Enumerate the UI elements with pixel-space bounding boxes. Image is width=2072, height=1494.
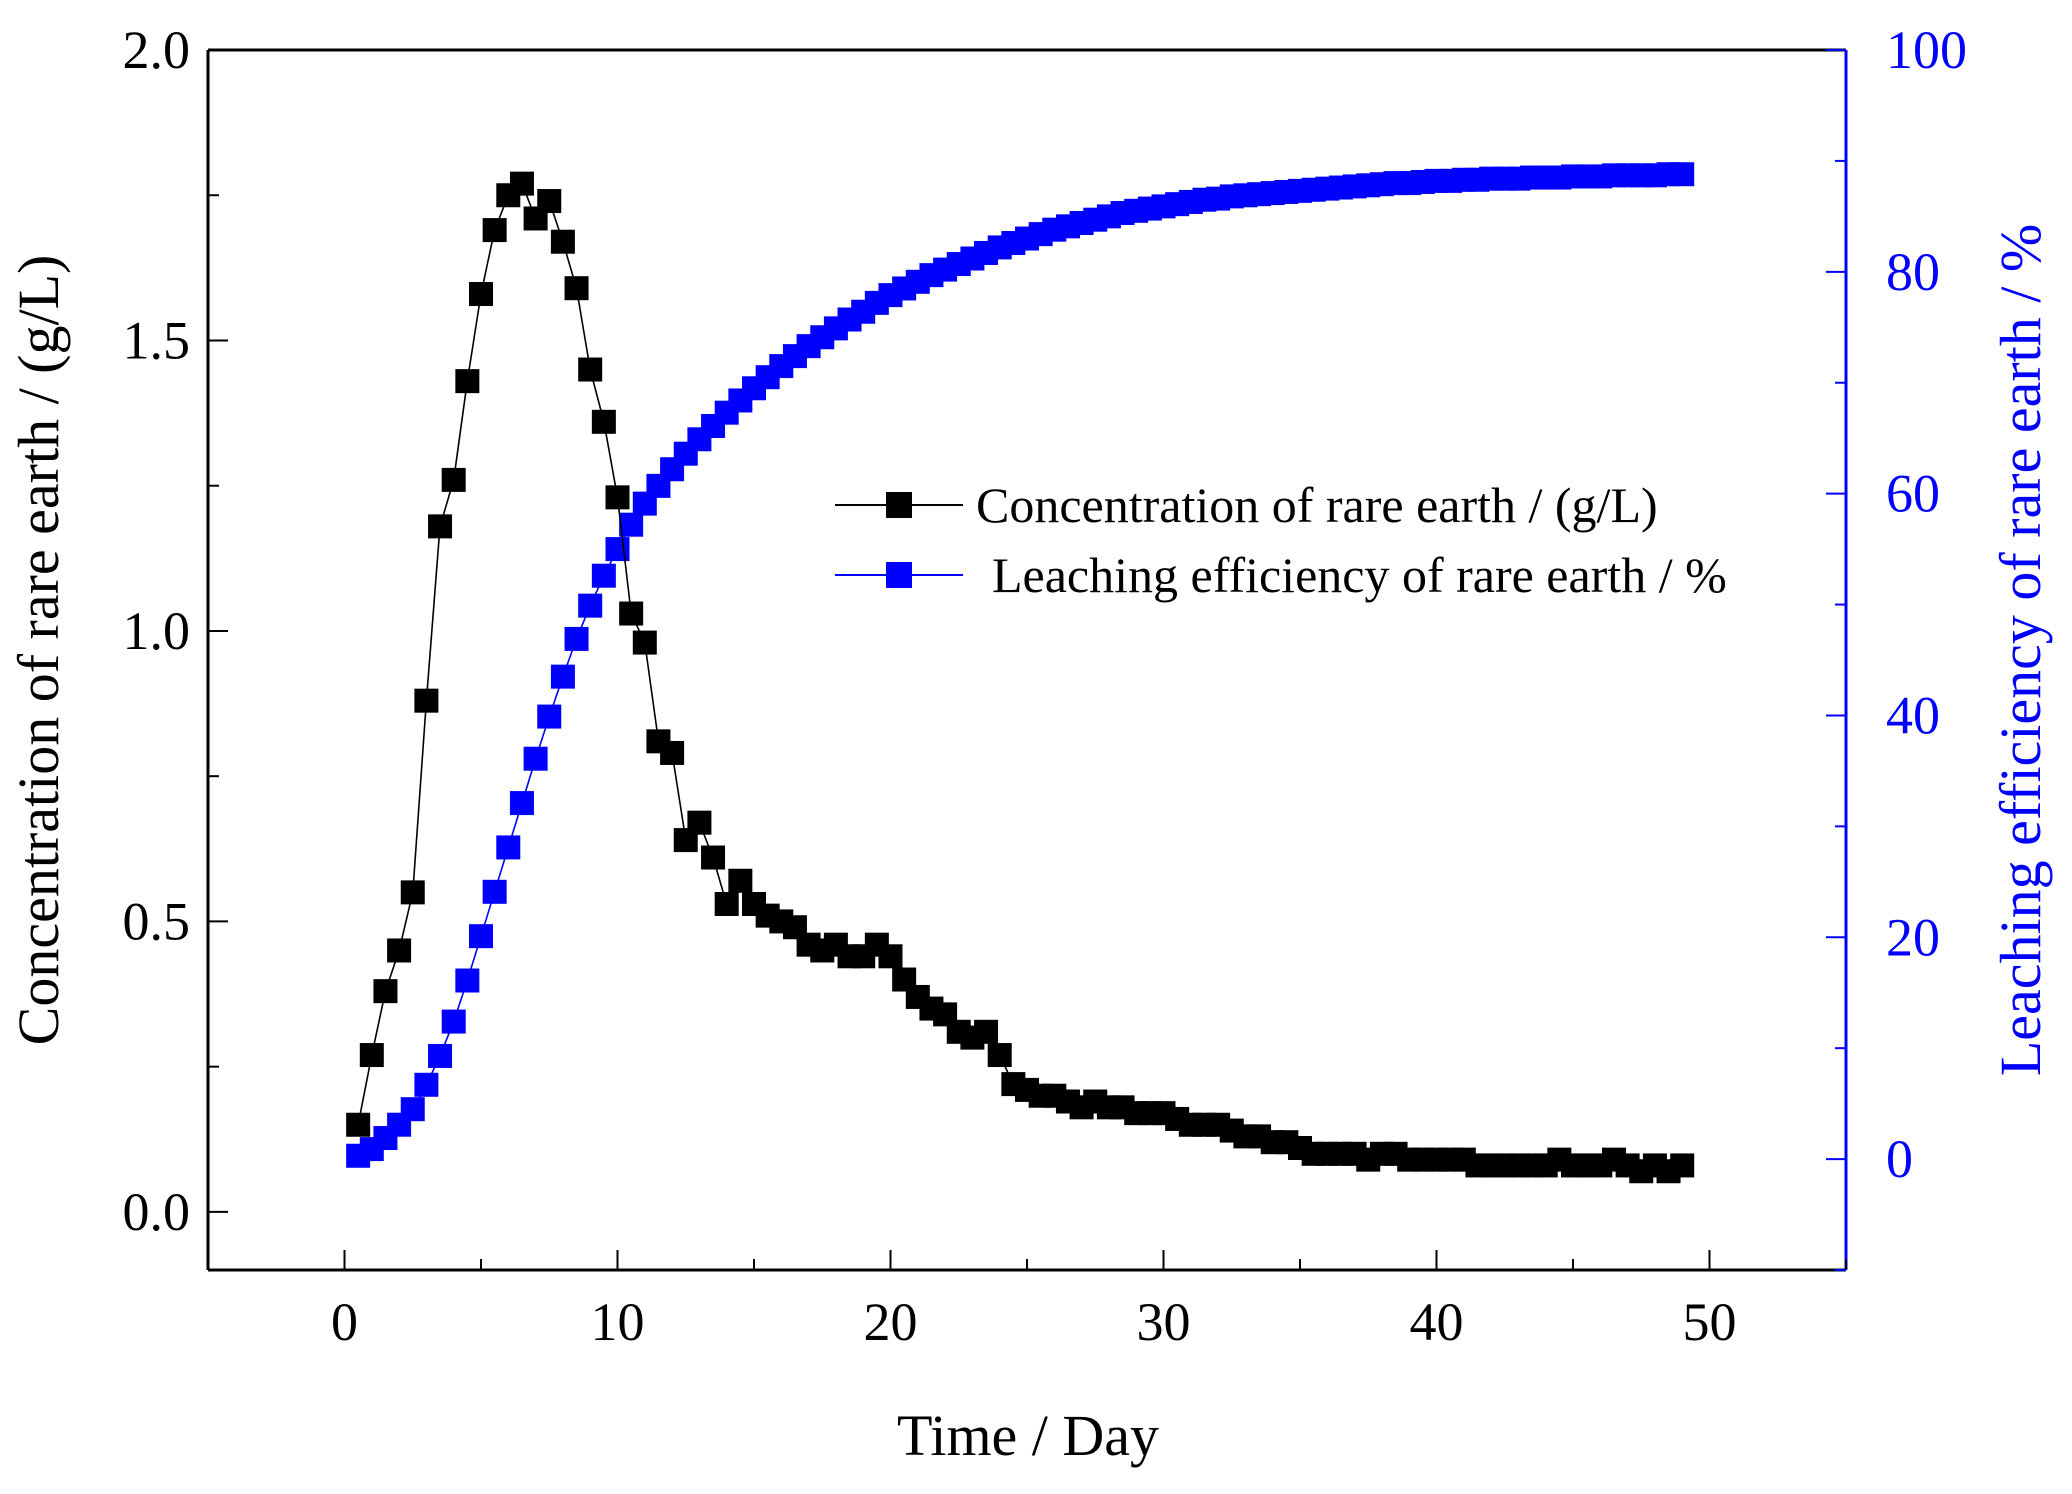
y-right-tick-label: 80 bbox=[1886, 242, 1940, 302]
concentration-point bbox=[701, 845, 726, 870]
concentration-point bbox=[387, 938, 412, 963]
efficiency-point bbox=[523, 746, 548, 771]
y-right-tick-label: 60 bbox=[1886, 464, 1940, 524]
concentration-point bbox=[878, 944, 903, 969]
y-left-tick-label: 1.5 bbox=[123, 310, 191, 370]
concentration-point bbox=[564, 276, 589, 301]
x-axis-ticks: 0 10 20 30 40 50 bbox=[207, 1250, 1847, 1352]
efficiency-point bbox=[509, 791, 534, 816]
concentration-point bbox=[619, 601, 644, 626]
efficiency-point bbox=[441, 1009, 466, 1034]
y-left-tick-label: 0.0 bbox=[123, 1182, 191, 1242]
x-tick-label: 0 bbox=[331, 1292, 358, 1352]
concentration-point bbox=[1670, 1153, 1695, 1178]
right-y-axis-title: Leaching efficiency of rare earth / % bbox=[1988, 224, 2053, 1076]
left-y-axis-title: Concentration of rare earth / (g/L) bbox=[6, 255, 71, 1046]
concentration-point bbox=[537, 189, 562, 214]
concentration-point bbox=[428, 514, 453, 539]
efficiency-point bbox=[414, 1072, 439, 1097]
y-right-tick-label: 20 bbox=[1886, 907, 1940, 967]
concentration-point bbox=[359, 1043, 384, 1068]
right-y-axis-ticks: 0 20 40 60 80 100 bbox=[1826, 20, 1967, 1271]
x-tick-label: 50 bbox=[1683, 1292, 1737, 1352]
efficiency-point bbox=[482, 879, 507, 904]
y-left-tick-label: 1.0 bbox=[123, 601, 191, 661]
efficiency-point bbox=[496, 835, 521, 860]
concentration-point bbox=[714, 892, 739, 916]
efficiency-point bbox=[578, 593, 603, 618]
efficiency-point bbox=[400, 1097, 425, 1122]
concentration-point bbox=[578, 357, 603, 382]
y-left-tick-label: 2.0 bbox=[123, 20, 191, 80]
legend-label-efficiency: Leaching efficiency of rare earth / % bbox=[992, 547, 1727, 603]
x-axis-title: Time / Day bbox=[897, 1403, 1159, 1468]
efficiency-series bbox=[346, 162, 1695, 1168]
concentration-point bbox=[482, 218, 507, 243]
concentration-point bbox=[687, 810, 712, 835]
concentration-point bbox=[660, 740, 685, 765]
efficiency-point bbox=[1670, 162, 1695, 187]
legend-item-concentration: Concentration of rare earth / (g/L) bbox=[835, 477, 1658, 533]
x-tick-label: 40 bbox=[1410, 1292, 1464, 1352]
efficiency-point bbox=[619, 512, 644, 537]
left-y-axis-ticks: 0.0 0.5 1.0 1.5 2.0 bbox=[123, 20, 228, 1242]
concentration-point bbox=[441, 467, 466, 492]
x-tick-label: 10 bbox=[591, 1292, 645, 1352]
y-left-tick-label: 0.5 bbox=[123, 891, 191, 951]
concentration-point bbox=[455, 369, 480, 394]
concentration-point bbox=[605, 485, 630, 510]
efficiency-point bbox=[469, 924, 493, 949]
x-tick-label: 30 bbox=[1137, 1292, 1191, 1352]
concentration-point bbox=[346, 1112, 371, 1137]
y-right-tick-label: 100 bbox=[1886, 20, 1967, 80]
legend: Concentration of rare earth / (g/L) Leac… bbox=[835, 477, 1727, 603]
efficiency-point bbox=[455, 968, 480, 993]
y-right-tick-label: 0 bbox=[1886, 1129, 1913, 1189]
y-right-tick-label: 40 bbox=[1886, 685, 1940, 745]
efficiency-point bbox=[550, 664, 575, 689]
efficiency-point bbox=[428, 1043, 453, 1068]
concentration-point bbox=[591, 409, 616, 434]
concentration-point bbox=[509, 171, 534, 196]
concentration-point bbox=[373, 979, 398, 1004]
concentration-point bbox=[728, 868, 753, 893]
efficiency-point bbox=[591, 563, 616, 588]
efficiency-point bbox=[605, 537, 630, 562]
concentration-point bbox=[550, 229, 575, 254]
concentration-point bbox=[974, 1019, 999, 1044]
concentration-point bbox=[469, 282, 493, 306]
efficiency-point bbox=[537, 704, 562, 729]
legend-item-efficiency: Leaching efficiency of rare earth / % bbox=[835, 547, 1727, 603]
legend-marker-efficiency bbox=[886, 562, 912, 588]
legend-marker-concentration bbox=[886, 492, 912, 518]
legend-label-concentration: Concentration of rare earth / (g/L) bbox=[976, 477, 1658, 533]
concentration-point bbox=[632, 630, 657, 655]
efficiency-point bbox=[564, 626, 589, 651]
x-tick-label: 20 bbox=[864, 1292, 918, 1352]
concentration-point bbox=[987, 1043, 1012, 1068]
concentration-point bbox=[400, 880, 425, 905]
concentration-series bbox=[346, 171, 1695, 1184]
concentration-point bbox=[414, 688, 439, 713]
